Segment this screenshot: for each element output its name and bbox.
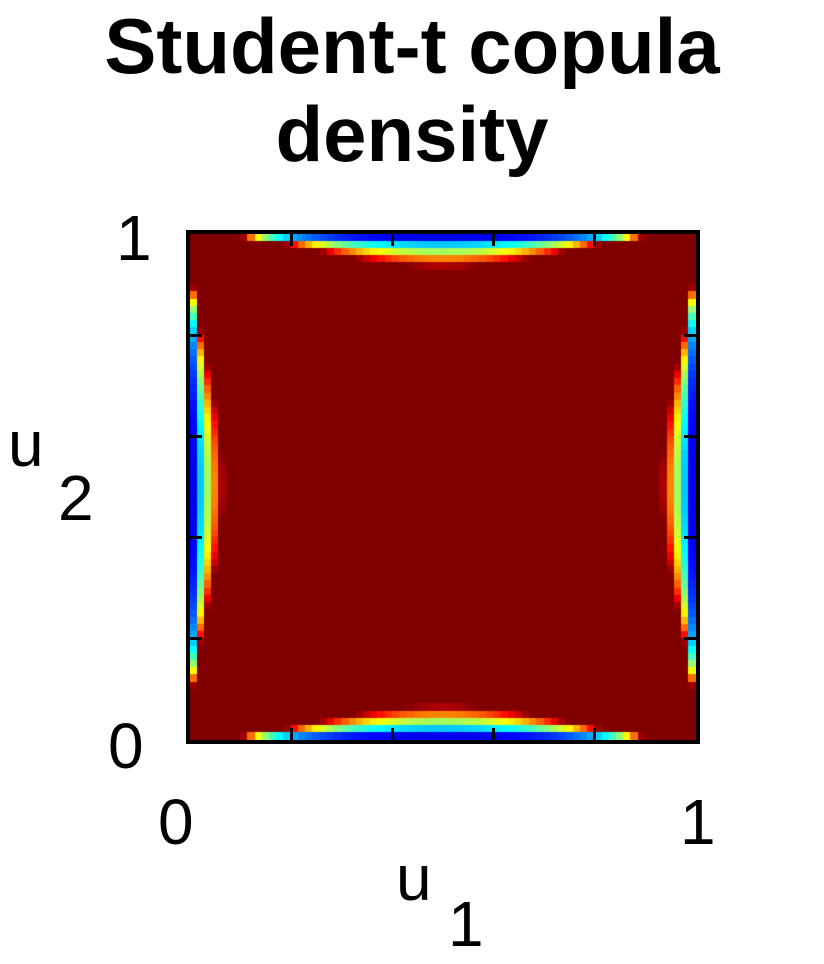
x-axis-label-subscript: 1 bbox=[448, 888, 484, 960]
x-tick-label-1: 1 bbox=[680, 786, 716, 858]
chart-title-line-2: density bbox=[275, 90, 549, 178]
copula-density-heatmap bbox=[190, 234, 696, 740]
y-tick-label-0: 0 bbox=[108, 710, 144, 782]
y-tick-label-1: 1 bbox=[116, 202, 152, 274]
chart-title-line-1: Student-t copula bbox=[104, 2, 720, 90]
y-axis-label-subscript: 2 bbox=[58, 462, 94, 534]
x-tick-label-0: 0 bbox=[158, 786, 194, 858]
plot-area bbox=[186, 230, 700, 744]
x-axis-label: u bbox=[396, 842, 432, 914]
y-axis-label: u bbox=[8, 408, 44, 480]
